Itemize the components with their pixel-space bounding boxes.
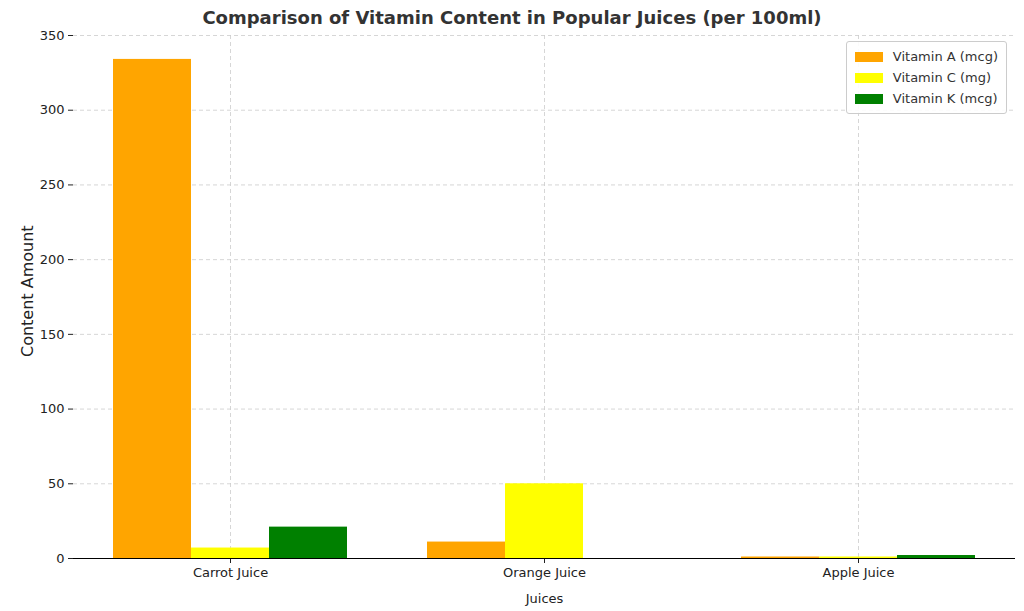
svg-text:250: 250 xyxy=(40,177,65,192)
html-text:Vitamin A (mcg): Vitamin A (mcg) xyxy=(892,49,998,64)
html-text:Comparison of Vitamin Content: Comparison of Vitamin Content in Popular… xyxy=(202,7,822,28)
svg-text:0: 0 xyxy=(56,551,64,566)
svg-text:Carrot Juice: Carrot Juice xyxy=(193,565,268,580)
html-text:Vitamin K (mcg): Vitamin K (mcg) xyxy=(892,91,998,106)
svg-text:200: 200 xyxy=(40,252,65,267)
svg-text:150: 150 xyxy=(40,327,65,342)
html-text:Vitamin C (mg): Vitamin C (mg) xyxy=(892,70,991,85)
svg-text:300: 300 xyxy=(40,102,65,117)
svg-text:100: 100 xyxy=(40,401,65,416)
svg-text:Juices: Juices xyxy=(525,591,564,606)
svg-text:50: 50 xyxy=(48,476,65,491)
svg-text:Orange Juice: Orange Juice xyxy=(503,565,586,580)
svg-text:350: 350 xyxy=(40,30,65,43)
svg-text:Apple Juice: Apple Juice xyxy=(823,565,895,580)
html-text:Content Amount: Content Amount xyxy=(18,224,37,357)
